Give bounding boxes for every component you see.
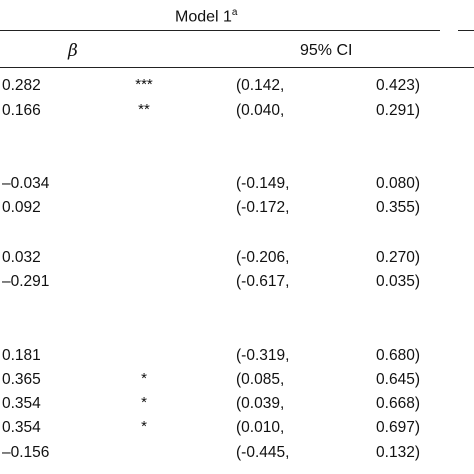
ci-lower: (0.039, bbox=[236, 395, 285, 412]
ci-upper: 0.132) bbox=[376, 444, 420, 461]
ci-lower: (0.010, bbox=[236, 419, 285, 436]
beta-value: 0.166 bbox=[2, 102, 41, 119]
ci-lower: (-0.617, bbox=[236, 273, 290, 290]
beta-value: –0.291 bbox=[2, 273, 50, 290]
ci-upper: 0.645) bbox=[376, 371, 420, 388]
ci-upper: 0.697) bbox=[376, 419, 420, 436]
ci-lower: (-0.149, bbox=[236, 175, 290, 192]
beta-value: 0.354 bbox=[2, 395, 41, 412]
ci-upper: 0.423) bbox=[376, 77, 420, 94]
beta-value: 0.092 bbox=[2, 199, 41, 216]
beta-header: β bbox=[68, 41, 78, 61]
model-label: Model 1 bbox=[175, 8, 232, 26]
ci-upper: 0.080) bbox=[376, 175, 420, 192]
ci-lower: (-0.206, bbox=[236, 249, 290, 266]
ci-lower: (0.142, bbox=[236, 77, 285, 94]
beta-value: 0.354 bbox=[2, 419, 41, 436]
beta-value: 0.032 bbox=[2, 249, 41, 266]
model-superscript: a bbox=[231, 7, 238, 18]
ci-upper: 0.270) bbox=[376, 249, 420, 266]
beta-value: 0.282 bbox=[2, 77, 41, 94]
header-rule-top-left bbox=[0, 30, 440, 31]
ci-upper: 0.680) bbox=[376, 347, 420, 364]
ci-upper: 0.668) bbox=[376, 395, 420, 412]
ci-lower: (0.085, bbox=[236, 371, 285, 388]
significance-marker: * bbox=[141, 370, 147, 387]
beta-value: 0.365 bbox=[2, 371, 41, 388]
ci-lower: (0.040, bbox=[236, 102, 285, 119]
significance-marker: *** bbox=[135, 76, 153, 93]
model-header: Model 1a bbox=[175, 4, 237, 26]
beta-value: –0.156 bbox=[2, 444, 50, 461]
significance-marker: * bbox=[141, 418, 147, 435]
header-rule-bottom bbox=[0, 67, 474, 68]
significance-marker: * bbox=[141, 394, 147, 411]
ci-upper: 0.355) bbox=[376, 199, 420, 216]
ci-lower: (-0.172, bbox=[236, 199, 290, 216]
ci-header: 95% CI bbox=[300, 42, 353, 59]
header-rule-top-right bbox=[458, 30, 474, 31]
ci-lower: (-0.445, bbox=[236, 444, 290, 461]
significance-marker: ** bbox=[138, 101, 150, 118]
ci-lower: (-0.319, bbox=[236, 347, 290, 364]
ci-upper: 0.291) bbox=[376, 102, 420, 119]
ci-upper: 0.035) bbox=[376, 273, 420, 290]
beta-value: –0.034 bbox=[2, 175, 50, 192]
beta-value: 0.181 bbox=[2, 347, 41, 364]
